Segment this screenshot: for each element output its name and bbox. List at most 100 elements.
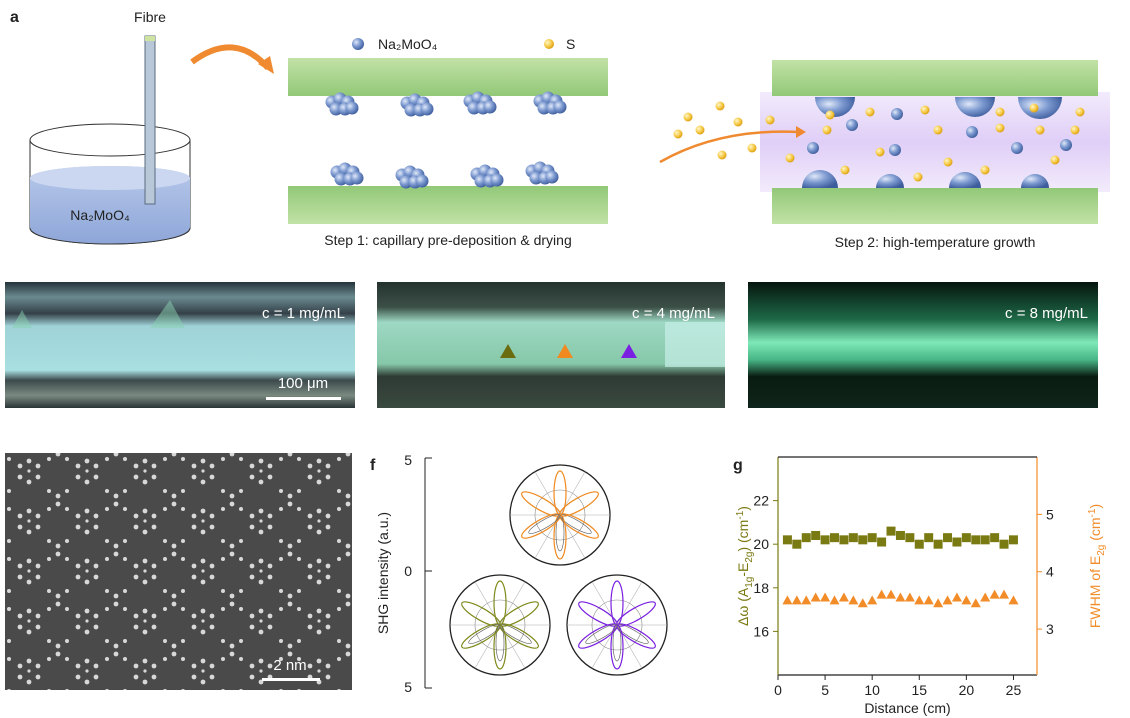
caption: Step 2: high-temperature growth (835, 234, 1036, 250)
label-part: ) (cm (735, 520, 751, 552)
point (868, 533, 877, 542)
scale-bar (266, 397, 341, 400)
point (933, 598, 943, 607)
panel-label: f (370, 457, 376, 474)
point (877, 538, 886, 547)
y-axis-title: FWHM of E2g (cm-1) (1087, 504, 1107, 628)
legend-label: Na₂MoO₄ (378, 36, 438, 52)
point (877, 590, 887, 599)
point (990, 590, 1000, 599)
sulfur (684, 113, 693, 122)
point (821, 535, 830, 544)
point (858, 535, 867, 544)
y-axis-title: Δω (A1g-E2g) (cm-1) (735, 506, 755, 626)
sulfur (748, 144, 757, 153)
point (943, 595, 953, 604)
x-tick-label: 0 (774, 682, 782, 698)
label-part: (cm (1087, 517, 1103, 544)
arrow (192, 47, 268, 68)
y2-tick-label: 3 (1046, 621, 1054, 637)
point (1009, 535, 1018, 544)
sulfur (921, 106, 930, 115)
sulfur (914, 173, 923, 182)
precursor (416, 175, 429, 188)
tem-image (5, 453, 352, 690)
sulfur (696, 126, 705, 135)
mo (1011, 142, 1023, 154)
point (782, 595, 792, 604)
precursor (554, 101, 567, 114)
point (830, 533, 839, 542)
sulfur (934, 126, 943, 135)
point (792, 540, 801, 549)
substrate (288, 186, 608, 224)
x-tick-label: 10 (864, 682, 880, 698)
point (783, 535, 792, 544)
micrograph-label: c = 4 mg/mL (632, 305, 715, 322)
tick-label: 5 (404, 679, 412, 695)
point (981, 535, 990, 544)
label-part: FWHM of E (1087, 556, 1103, 628)
figure: a b c d e f g Fibre Na₂MoO₄ Na₂MoO₄ S St… (0, 0, 1130, 718)
x-tick-label: 15 (911, 682, 927, 698)
mo (889, 144, 901, 156)
sulfur (996, 124, 1005, 133)
sulfur (1030, 104, 1039, 113)
sulfur (718, 151, 727, 160)
point (858, 598, 868, 607)
y-tick-label: 22 (753, 493, 769, 509)
point (886, 590, 896, 599)
label: Na₂MoO₄ (70, 207, 130, 223)
point (1008, 595, 1018, 604)
label-part: ) (1087, 504, 1103, 509)
point (811, 531, 820, 540)
x-axis-title: Distance (cm) (864, 700, 950, 716)
point (802, 533, 811, 542)
chart: 051015202516182022345Distance (cm)Δω (A1… (735, 457, 1107, 716)
point (962, 533, 971, 542)
point (905, 533, 914, 542)
label-part: 1g (744, 577, 755, 588)
legend-marker (352, 38, 364, 50)
sulfur (944, 158, 953, 167)
x-tick-label: 25 (1006, 682, 1022, 698)
precursor (484, 101, 497, 114)
label-part: 2g (744, 552, 755, 563)
y-tick-label: 20 (753, 536, 769, 552)
legend-marker (544, 39, 554, 49)
substrate (288, 58, 608, 96)
tick-label: 5 (404, 452, 412, 468)
sulfur (674, 130, 683, 139)
point (839, 593, 849, 602)
label: Fibre (134, 9, 166, 25)
point (934, 540, 943, 549)
point (971, 535, 980, 544)
flake (665, 322, 725, 367)
label-part: Δω (A (735, 587, 751, 626)
point (792, 595, 802, 604)
precursor (421, 103, 434, 116)
point (849, 533, 858, 542)
mo (891, 108, 903, 120)
y2-tick-label: 5 (1046, 506, 1054, 522)
mo (1060, 139, 1072, 151)
point (895, 593, 905, 602)
label-part: -E (735, 563, 751, 577)
point (971, 598, 981, 607)
point (980, 593, 990, 602)
scale-bar-label: 2 nm (273, 657, 306, 674)
sulfur (876, 148, 885, 157)
panel-label: a (10, 9, 19, 26)
point (820, 593, 830, 602)
sulfur (981, 166, 990, 175)
substrate (772, 60, 1098, 96)
sulfur (841, 166, 850, 175)
axis-title: SHG intensity (a.u.) (375, 512, 391, 634)
clusters (326, 92, 567, 189)
point (839, 535, 848, 544)
legend-label: S (566, 36, 575, 52)
point (905, 593, 915, 602)
micrograph-label: c = 8 mg/mL (1005, 305, 1088, 322)
x-tick-label: 20 (959, 682, 975, 698)
point (999, 590, 1009, 599)
